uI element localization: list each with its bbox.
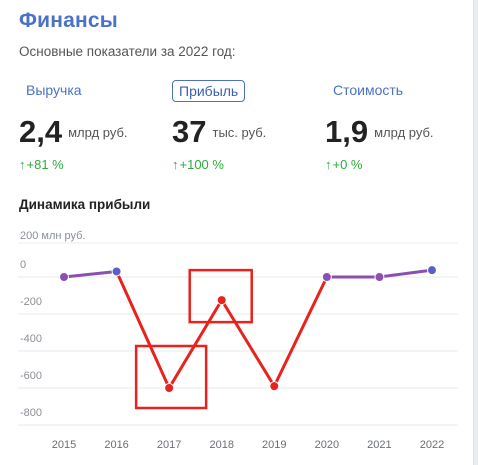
x-tick-label: 2018 (209, 439, 233, 451)
card-subtitle: Основные показатели за 2022 год: (19, 44, 236, 59)
profit-chart: 200 млн руб. 0 -200 -400 -600 -800 2015 2016 201… (18, 230, 458, 451)
y-unit-label: 200 млн руб. (20, 230, 86, 242)
x-tick-label: 2017 (157, 439, 181, 451)
metric-cost-unit: млрд руб. (374, 125, 434, 140)
y-tick-label: -600 (20, 370, 42, 382)
series-line (62, 269, 119, 279)
series-line (220, 298, 276, 388)
delta-revenue-value: +81 % (26, 157, 64, 172)
tab-revenue[interactable]: Выручка (26, 82, 82, 98)
highlight-box (134, 344, 208, 410)
y-tick-label: -800 (20, 407, 42, 419)
tab-cost[interactable]: Стоимость (333, 82, 404, 98)
card-title: Финансы (19, 9, 118, 32)
metric-profit-value: 37 (172, 114, 207, 149)
metric-revenue: 2,4 млрд руб. (19, 114, 128, 150)
x-tick-label: 2016 (104, 439, 128, 451)
delta-cost-value: +0 % (332, 157, 363, 172)
data-point (164, 383, 175, 393)
delta-profit-value: +100 % (179, 157, 224, 172)
metric-revenue-unit: млрд руб. (68, 125, 128, 140)
y-tick-label: -200 (20, 296, 42, 308)
x-tick-label: 2021 (367, 439, 391, 451)
y-tick-label: -400 (20, 333, 42, 345)
x-tick-label: 2020 (315, 439, 339, 451)
delta-profit: ↑+100 % (172, 157, 224, 172)
y-tick-label: 0 (20, 259, 26, 271)
arrow-up-icon: ↑ (19, 157, 26, 172)
data-point (427, 265, 437, 276)
tab-profit[interactable]: Прибыль (172, 80, 246, 102)
metric-revenue-value: 2,4 (19, 114, 63, 149)
highlight-box (188, 268, 253, 324)
data-point (321, 272, 332, 282)
metric-cost-value: 1,9 (325, 114, 369, 149)
metric-profit-unit: тыс. руб. (212, 125, 267, 140)
data-point (111, 266, 122, 277)
series-line (167, 298, 224, 390)
data-point (269, 381, 280, 392)
series-line (272, 275, 329, 388)
metric-cost: 1,9 млрд руб. (325, 114, 434, 150)
x-tick-label: 2019 (262, 439, 286, 451)
data-point (374, 272, 385, 282)
arrow-up-icon: ↑ (172, 157, 179, 172)
delta-cost: ↑+0 % (325, 157, 363, 172)
metric-profit: 37 тыс. руб. (172, 114, 266, 150)
series-line (115, 269, 171, 390)
arrow-up-icon: ↑ (325, 157, 332, 172)
chart-title: Динамика прибыли (19, 197, 151, 212)
x-tick-label: 2022 (420, 439, 444, 451)
delta-revenue: ↑+81 % (19, 157, 64, 172)
x-tick-label: 2015 (52, 439, 76, 451)
series-line (377, 268, 434, 279)
data-point (59, 272, 69, 282)
data-point (216, 295, 227, 306)
